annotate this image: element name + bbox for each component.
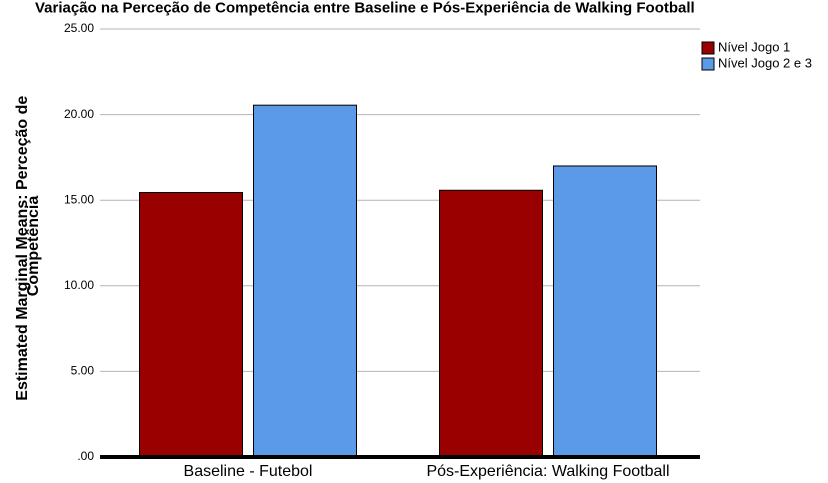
y-axis-label: Estimated Marginal Means: Perceção de Co… [14,91,42,400]
x-category-label: Pós-Experiência: Walking Football [426,463,669,480]
bar [439,189,543,458]
y-axis-ticks: .00 5.00 10.00 15.00 20.00 25.00 [64,21,94,463]
x-category-label: Baseline - Futebol [184,463,313,480]
y-axis-label-line-2: Competência [25,196,42,297]
chart-title: Variação na Perceção de Competência entr… [35,0,695,16]
legend-swatch [701,57,715,71]
legend-swatch [701,41,715,55]
y-tick-label: .00 [77,449,94,463]
y-tick-label: 20.00 [64,107,94,121]
x-axis: Baseline - Futebol Pós-Experiência: Walki… [100,455,700,480]
y-axis-label-line-1: Estimated Marginal Means: Perceção de [14,96,31,401]
y-tick-label: 25.00 [64,21,94,35]
bar [253,104,357,458]
legend-label: Nível Jogo 1 [718,39,790,54]
bar [553,165,657,458]
bar [139,191,243,458]
bars [139,104,657,458]
y-tick-label: 5.00 [71,364,95,378]
y-tick-label: 15.00 [64,192,94,206]
y-tick-label: 10.00 [64,278,94,292]
legend-label: Nível Jogo 2 e 3 [718,55,812,70]
